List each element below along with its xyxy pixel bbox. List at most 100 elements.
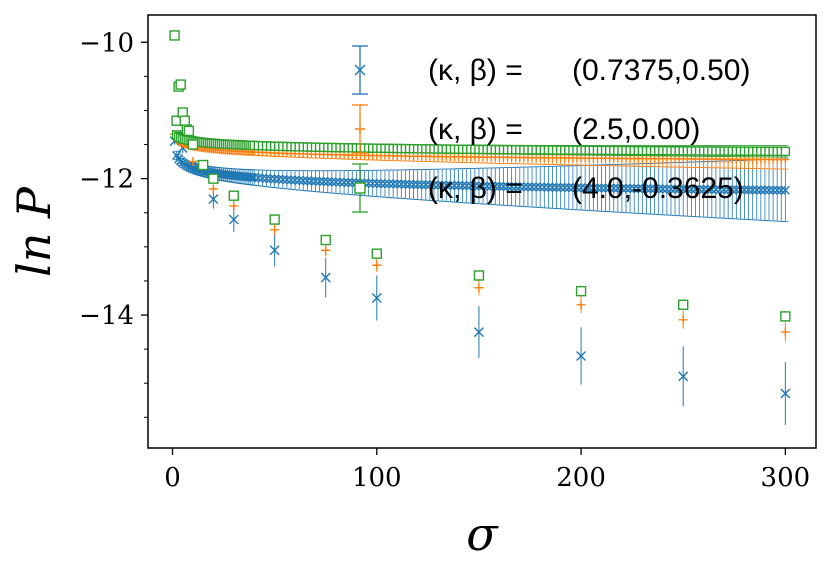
data-point xyxy=(339,177,349,187)
data-point xyxy=(780,388,791,399)
data-point xyxy=(473,270,485,281)
data-point xyxy=(306,176,316,186)
data-point xyxy=(302,176,312,186)
data-point xyxy=(327,177,337,187)
data-point xyxy=(315,176,325,186)
data-point xyxy=(597,183,606,193)
data-point xyxy=(678,315,688,325)
data-point xyxy=(780,311,791,322)
data-point xyxy=(384,179,394,189)
data-point xyxy=(752,185,762,195)
data-point xyxy=(535,182,545,192)
data-point xyxy=(368,178,378,188)
data-point xyxy=(641,184,651,194)
data-point xyxy=(409,179,419,189)
legend-marker xyxy=(354,64,366,76)
data-point xyxy=(580,183,590,193)
data-point xyxy=(331,177,341,187)
data-point xyxy=(735,185,745,195)
data-point xyxy=(437,180,447,190)
series-1 xyxy=(169,136,791,425)
data-point xyxy=(519,182,529,192)
y-tick-label: −12 xyxy=(79,165,134,195)
data-point xyxy=(229,201,239,211)
data-point xyxy=(576,350,587,361)
data-point xyxy=(188,157,198,167)
data-point xyxy=(654,184,664,194)
data-point xyxy=(507,182,517,192)
data-point xyxy=(740,185,749,195)
data-point xyxy=(470,181,480,191)
data-point xyxy=(727,185,737,195)
data-point xyxy=(441,180,451,190)
x-tick-label: 0 xyxy=(164,463,181,493)
data-point xyxy=(523,182,533,192)
data-point xyxy=(658,184,668,194)
data-point xyxy=(699,184,709,194)
data-point xyxy=(756,185,766,195)
data-point xyxy=(179,115,190,126)
data-point xyxy=(617,183,627,193)
plot-series xyxy=(169,30,791,425)
data-point xyxy=(584,183,594,193)
data-point xyxy=(417,180,427,190)
data-point xyxy=(169,30,180,41)
legend-label-math: (κ, β) = xyxy=(428,54,523,87)
data-point xyxy=(474,283,484,293)
data-point xyxy=(646,184,656,194)
legend-label-math: (κ, β) = xyxy=(428,172,523,205)
data-point xyxy=(576,183,586,193)
data-point xyxy=(682,184,692,194)
data-point xyxy=(707,184,717,194)
data-point xyxy=(473,327,484,338)
legend-label-values: (2.5,0.00) xyxy=(572,113,700,146)
data-point xyxy=(498,181,508,191)
data-point xyxy=(311,176,321,186)
legend-item-1: (κ, β) = (0.7375,0.50) xyxy=(352,45,750,95)
data-point xyxy=(290,175,300,185)
data-point xyxy=(208,184,218,194)
y-tick-label: −10 xyxy=(79,28,134,58)
data-point xyxy=(723,185,733,195)
data-point xyxy=(490,181,500,191)
data-point xyxy=(175,79,186,90)
x-axis-title: σ xyxy=(466,507,499,561)
minor-ticks xyxy=(144,75,148,418)
legend-item-3: (κ, β) = (4.0,-0.3625) xyxy=(352,163,744,213)
data-point xyxy=(270,225,280,235)
data-point xyxy=(462,181,472,191)
data-point xyxy=(478,181,488,191)
data-point xyxy=(531,182,541,192)
data-point xyxy=(454,181,464,191)
data-point xyxy=(208,173,219,184)
data-point xyxy=(572,183,582,193)
legend-label-math: (κ, β) = xyxy=(428,113,523,146)
data-point xyxy=(400,179,410,189)
data-point xyxy=(760,185,770,195)
data-point xyxy=(482,181,492,191)
data-point xyxy=(703,184,713,194)
data-point xyxy=(633,184,643,194)
data-point xyxy=(388,179,398,189)
data-point xyxy=(228,190,239,201)
data-point xyxy=(449,180,459,190)
data-point xyxy=(208,194,219,205)
legend-label-values: (4.0,-0.3625) xyxy=(572,172,744,205)
data-point xyxy=(371,292,382,303)
data-point xyxy=(183,125,195,137)
data-point xyxy=(228,214,239,225)
data-point xyxy=(731,185,741,195)
data-point xyxy=(429,180,439,190)
data-point xyxy=(592,183,602,193)
data-point xyxy=(678,299,689,311)
data-point xyxy=(637,184,647,194)
data-point xyxy=(780,185,790,195)
data-point xyxy=(613,183,623,193)
data-point xyxy=(421,180,431,190)
data-point xyxy=(576,300,586,310)
data-point xyxy=(601,183,611,193)
data-point xyxy=(678,371,689,382)
data-point xyxy=(764,185,774,195)
data-point xyxy=(674,184,684,194)
data-point xyxy=(474,181,484,191)
